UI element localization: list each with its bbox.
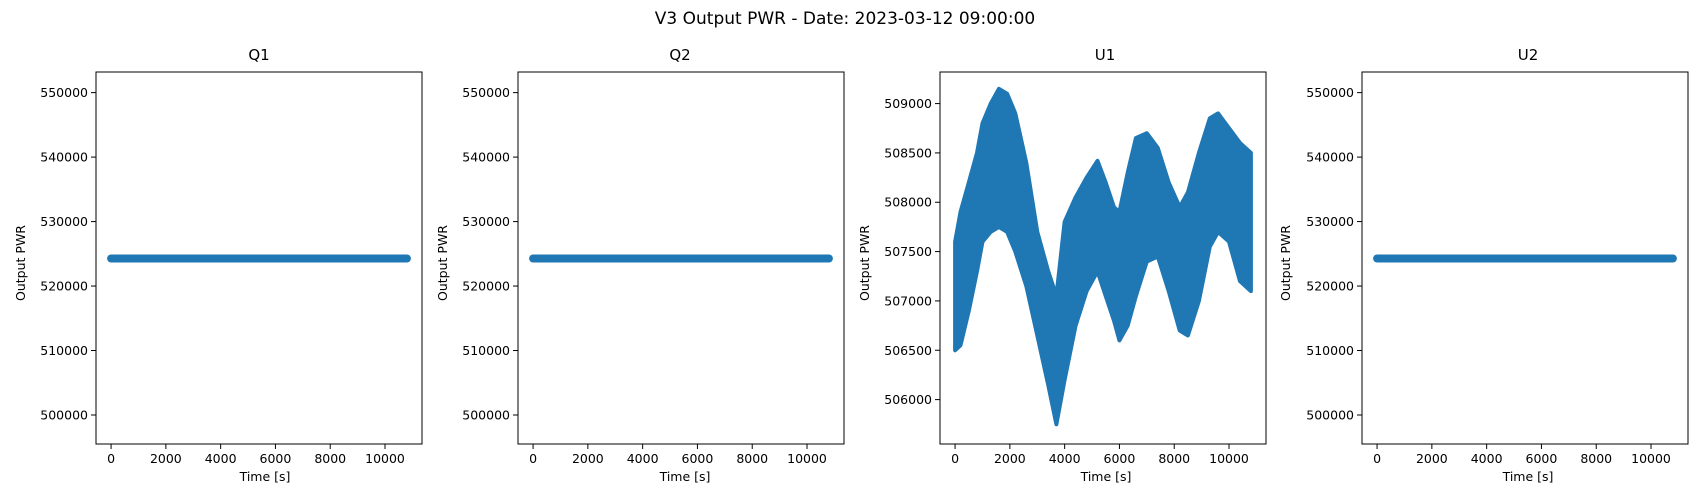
y-tick-label-q1-4: 540000	[40, 150, 88, 165]
axes-frame-u2	[1361, 71, 1689, 445]
x-tick-label-u2-4: 8000	[1580, 451, 1612, 466]
x-tick-label-u2-0: 0	[1373, 451, 1381, 466]
axes-frame-q1	[95, 71, 423, 445]
x-tick-label-u1-0: 0	[951, 451, 959, 466]
y-tick-label-u1-0: 506000	[884, 392, 932, 407]
panel-q1: Q1 Time [s] Output PWR 0 2000 4000 6000 8000…	[13, 46, 423, 484]
y-tick-label-u1-5: 508500	[884, 145, 932, 160]
y-tick-label-u2-3: 530000	[1306, 214, 1354, 229]
x-axis-label-q1: Time [s]	[239, 469, 291, 484]
y-axis-label-q1: Output PWR	[13, 225, 28, 301]
axes-frame-q2	[517, 71, 845, 445]
y-tick-label-q2-2: 520000	[462, 279, 510, 294]
y-tick-label-q1-5: 550000	[40, 85, 88, 100]
x-tick-label-u2-1: 2000	[1416, 451, 1448, 466]
x-axis-label-q2: Time [s]	[659, 469, 711, 484]
y-tick-label-u2-4: 540000	[1306, 150, 1354, 165]
x-tick-label-q1-1: 2000	[150, 451, 182, 466]
x-tick-label-q2-2: 4000	[627, 451, 659, 466]
y-tick-label-q2-4: 540000	[462, 150, 510, 165]
x-tick-label-u1-2: 4000	[1049, 451, 1081, 466]
y-tick-label-u1-2: 507000	[884, 293, 932, 308]
y-tick-label-u1-3: 507500	[884, 244, 932, 259]
y-tick-label-u2-2: 520000	[1306, 279, 1354, 294]
y-tick-label-q2-0: 500000	[462, 407, 510, 422]
x-tick-label-q2-3: 6000	[682, 451, 714, 466]
y-tick-label-u2-0: 500000	[1306, 407, 1354, 422]
y-tick-label-q1-2: 520000	[40, 279, 88, 294]
y-tick-label-u1-6: 509000	[884, 96, 932, 111]
x-axis-label-u2: Time [s]	[1502, 469, 1554, 484]
panel-title-q2: Q2	[669, 46, 690, 64]
y-tick-label-u1-4: 508000	[884, 195, 932, 210]
panel-q2: Q2 Time [s] Output PWR 0 2000 4000 6000 8000…	[435, 46, 845, 484]
y-tick-label-q1-1: 510000	[40, 343, 88, 358]
y-tick-label-q2-3: 530000	[462, 214, 510, 229]
panel-title-u1: U1	[1095, 46, 1116, 64]
axes-frame-u1	[939, 71, 1267, 445]
x-tick-label-q1-0: 0	[107, 451, 115, 466]
x-tick-label-q2-5: 10000	[787, 451, 827, 466]
x-tick-label-u2-3: 6000	[1526, 451, 1558, 466]
x-tick-label-q1-2: 4000	[205, 451, 237, 466]
figure-suptitle: V3 Output PWR - Date: 2023-03-12 09:00:0…	[655, 9, 1035, 29]
x-tick-label-q1-3: 6000	[260, 451, 292, 466]
panel-u1: U1 Time [s] Output PWR 0 2000 4000 6000 8000…	[857, 46, 1267, 484]
x-axis-label-u1: Time [s]	[1080, 469, 1132, 484]
x-tick-label-u1-5: 10000	[1209, 451, 1249, 466]
y-tick-label-u2-5: 550000	[1306, 85, 1354, 100]
x-tick-label-u2-2: 4000	[1471, 451, 1503, 466]
x-tick-label-q2-0: 0	[529, 451, 537, 466]
y-tick-label-q1-0: 500000	[40, 407, 88, 422]
x-tick-label-u2-5: 10000	[1631, 451, 1671, 466]
y-axis-label-q2: Output PWR	[435, 225, 450, 301]
y-tick-label-q2-5: 550000	[462, 85, 510, 100]
y-tick-label-q1-3: 530000	[40, 214, 88, 229]
y-axis-label-u2: Output PWR	[1278, 225, 1293, 301]
x-tick-label-q2-1: 2000	[572, 451, 604, 466]
panel-title-u2: U2	[1518, 46, 1539, 64]
x-tick-label-u1-4: 8000	[1158, 451, 1190, 466]
x-tick-label-q1-5: 10000	[365, 451, 405, 466]
y-tick-label-u2-1: 510000	[1306, 343, 1354, 358]
x-tick-label-q1-4: 8000	[314, 451, 346, 466]
y-tick-label-q2-1: 510000	[462, 343, 510, 358]
x-tick-label-q2-4: 8000	[736, 451, 768, 466]
panel-title-q1: Q1	[248, 46, 269, 64]
panel-u2: U2 Time [s] Output PWR 0 2000 4000 6000 8000…	[1278, 46, 1689, 484]
x-tick-label-u1-3: 6000	[1104, 451, 1136, 466]
y-axis-label-u1: Output PWR	[857, 225, 872, 301]
x-tick-label-u1-1: 2000	[994, 451, 1026, 466]
y-tick-label-u1-1: 506500	[884, 343, 932, 358]
data-envelope-u1	[953, 86, 1253, 427]
